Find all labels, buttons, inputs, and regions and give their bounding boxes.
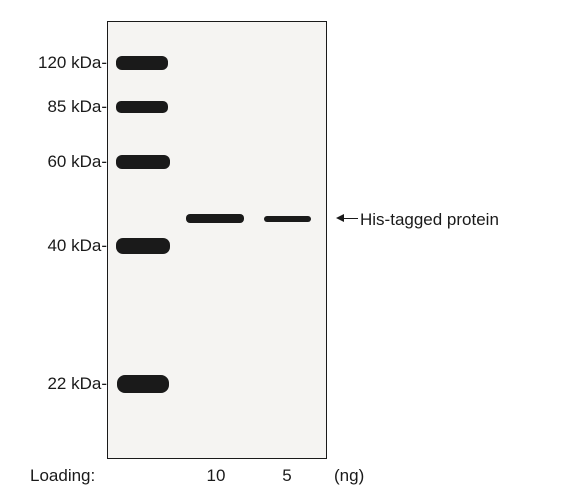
ladder-band [116, 56, 168, 70]
band-annotation: His-tagged protein [360, 210, 499, 230]
mw-label-120: 120 kDa- [17, 53, 107, 73]
sample-band-5ng [264, 216, 311, 222]
mw-label-40: 40 kDa- [17, 236, 107, 256]
loading-unit: (ng) [334, 466, 364, 486]
ladder-band [116, 101, 168, 113]
blot-figure: 120 kDa- 85 kDa- 60 kDa- 40 kDa- 22 kDa-… [0, 0, 566, 500]
loading-value: 10 [201, 466, 231, 486]
mw-label-60: 60 kDa- [17, 152, 107, 172]
ladder-band [116, 155, 170, 169]
mw-label-22: 22 kDa- [17, 374, 107, 394]
ladder-band [116, 238, 170, 254]
arrow-line [342, 218, 358, 220]
ladder-band [117, 375, 169, 393]
sample-band-10ng [186, 214, 244, 223]
mw-label-85: 85 kDa- [17, 97, 107, 117]
loading-label: Loading: [30, 466, 95, 486]
loading-value: 5 [272, 466, 302, 486]
